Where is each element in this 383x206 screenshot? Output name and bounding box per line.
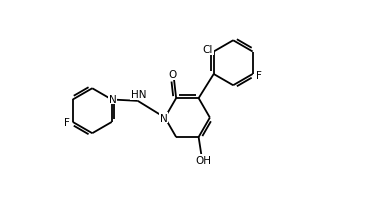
Text: O: O [169, 70, 177, 80]
Text: N: N [109, 94, 116, 104]
Text: OH: OH [196, 155, 211, 165]
Text: F: F [256, 71, 262, 81]
Text: HN: HN [131, 90, 146, 99]
Text: F: F [64, 117, 70, 127]
Text: Cl: Cl [203, 44, 213, 55]
Text: N: N [160, 113, 167, 123]
